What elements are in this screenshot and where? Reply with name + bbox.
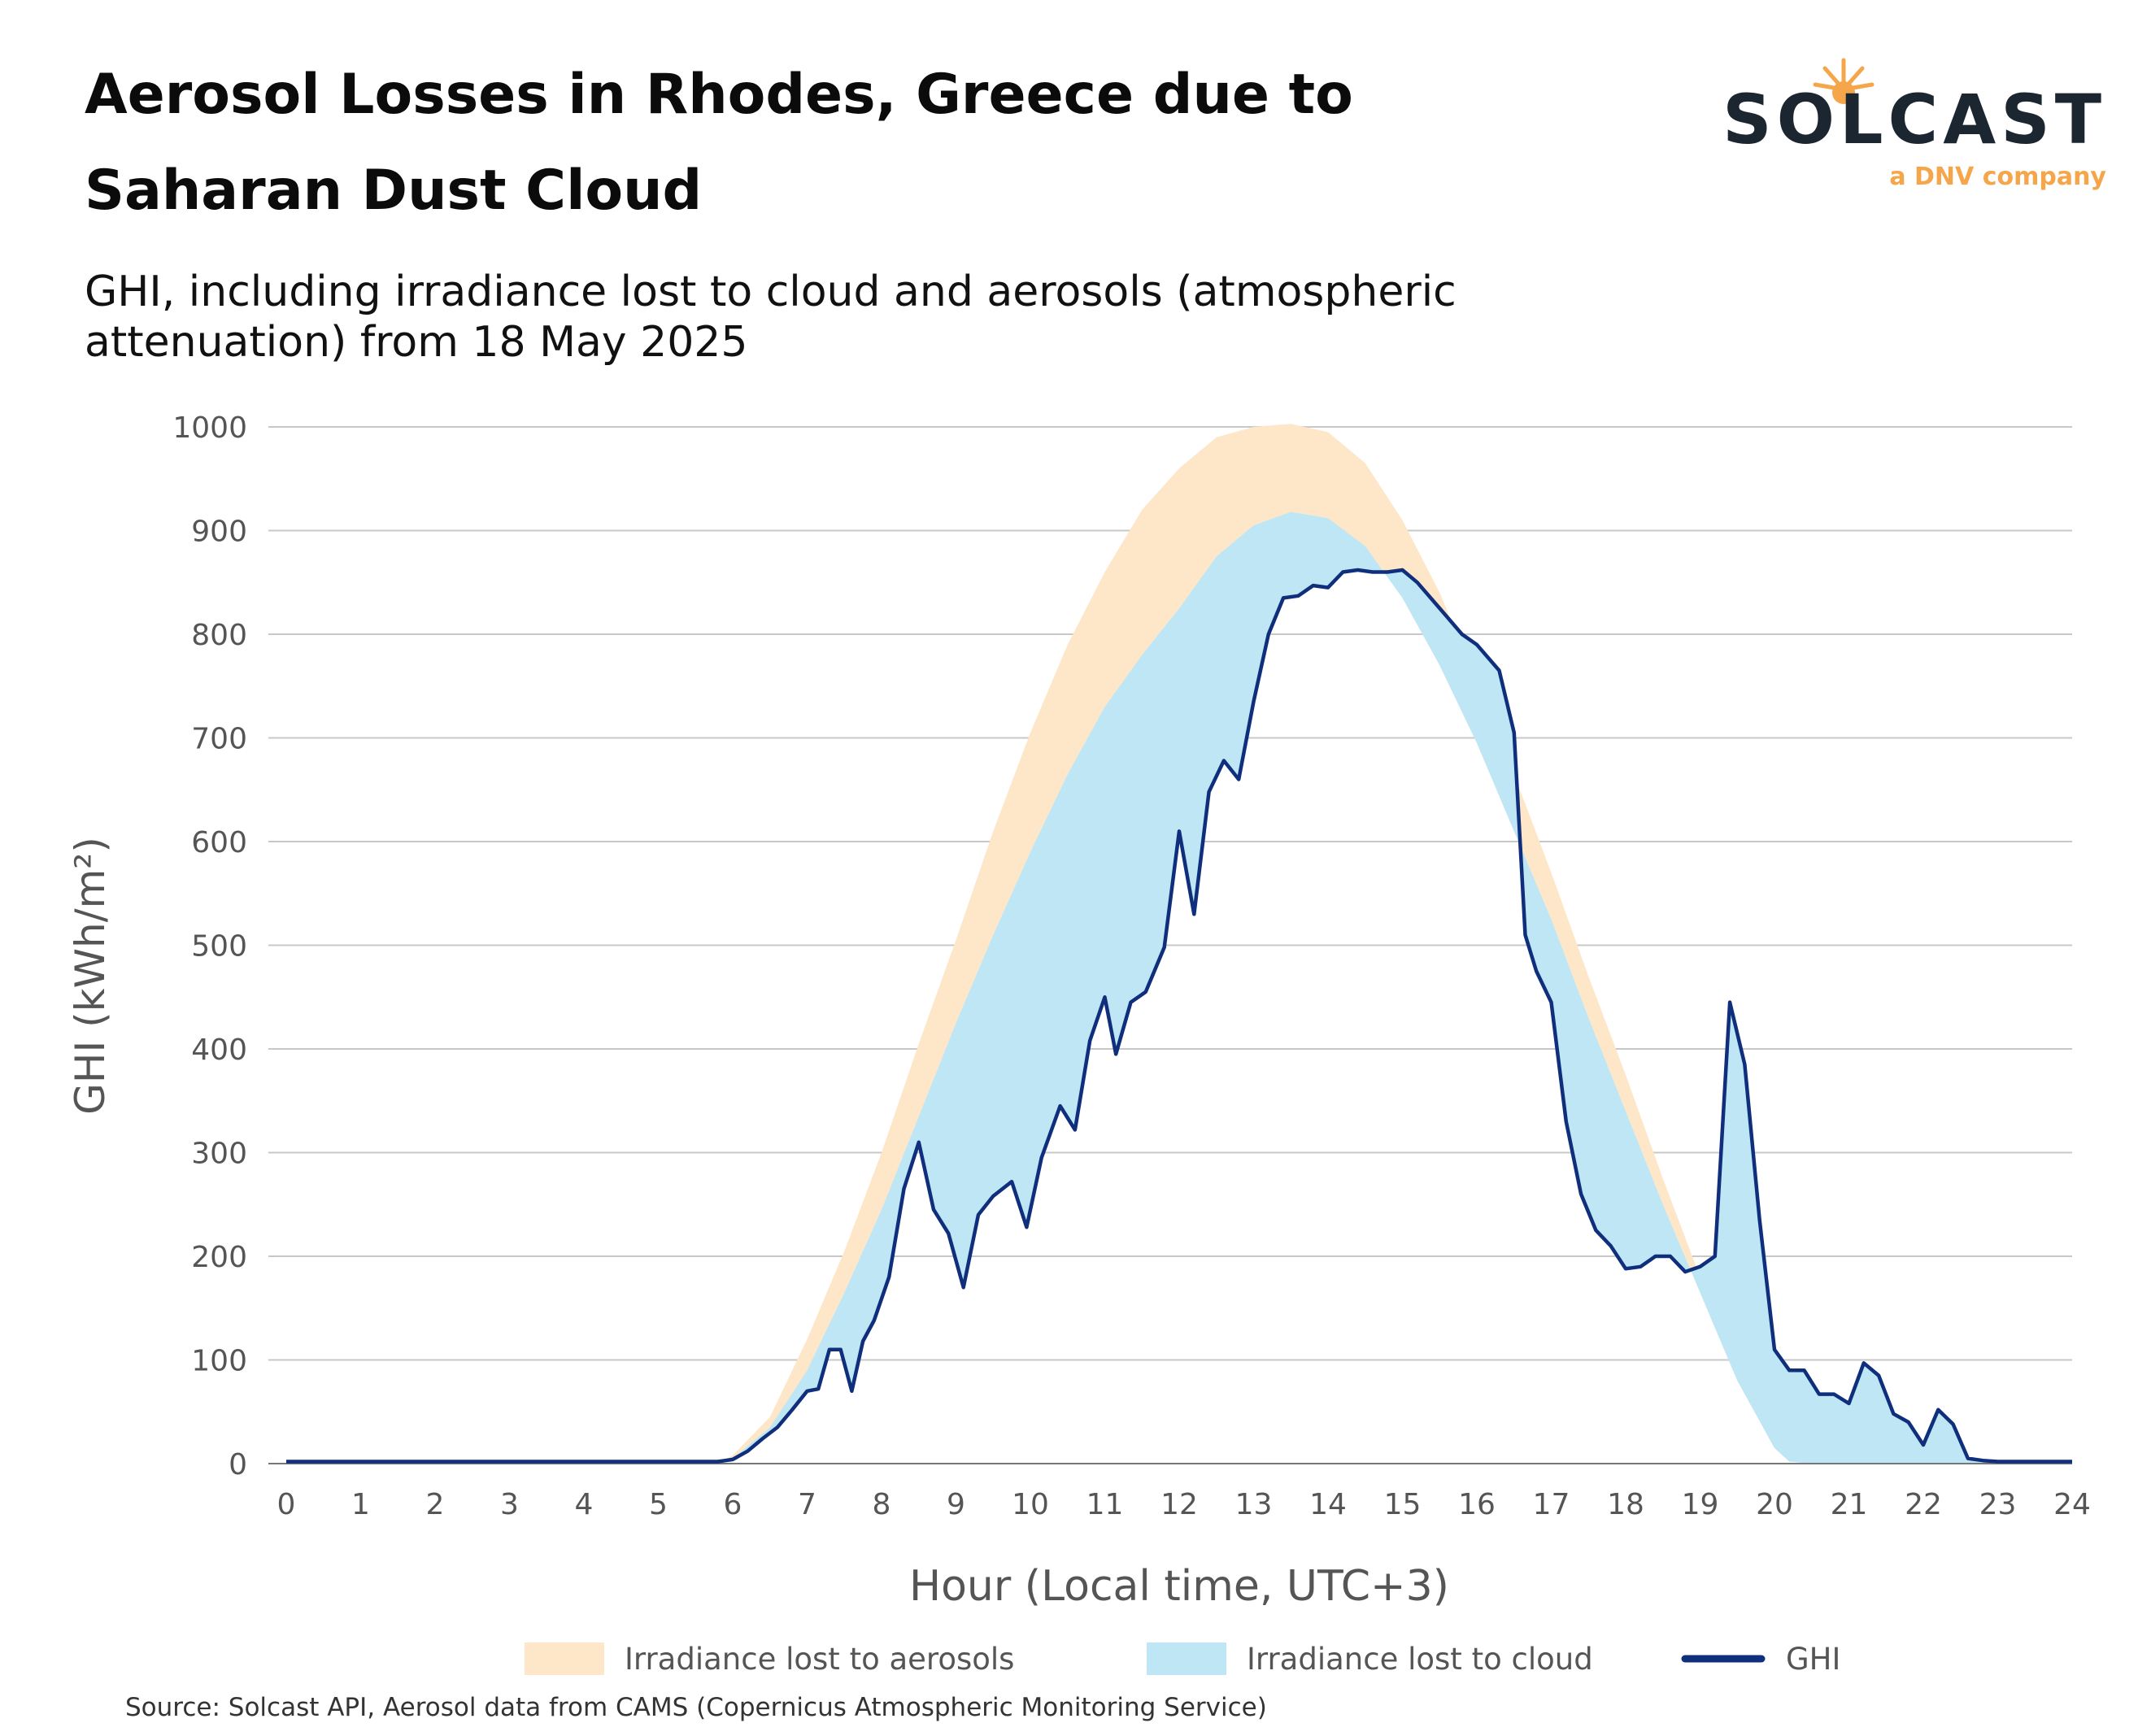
x-tick-2: 2 bbox=[426, 1488, 445, 1521]
x-tick-3: 3 bbox=[500, 1488, 519, 1521]
x-tick-19: 19 bbox=[1682, 1488, 1719, 1521]
legend-swatch-cloud bbox=[1147, 1642, 1226, 1675]
x-tick-15: 15 bbox=[1384, 1488, 1422, 1521]
y-tick-500: 500 bbox=[191, 930, 247, 964]
y-tick-labels: 0 100 200 300 400 500 600 700 800 900 1000 bbox=[172, 411, 247, 1481]
x-tick-20: 20 bbox=[1756, 1488, 1793, 1521]
y-tick-400: 400 bbox=[191, 1033, 247, 1067]
x-tick-10: 10 bbox=[1012, 1488, 1049, 1521]
y-tick-600: 600 bbox=[191, 826, 247, 859]
solcast-logo: SOLCAST a DNV company bbox=[1716, 57, 2106, 203]
legend: Irradiance lost to aerosols Irradiance l… bbox=[525, 1642, 1840, 1677]
chart-title: Aerosol Losses in Rhodes, Greece due to … bbox=[85, 63, 1353, 223]
x-tick-22: 22 bbox=[1905, 1488, 1942, 1521]
x-tick-0: 0 bbox=[277, 1488, 296, 1521]
y-tick-0: 0 bbox=[229, 1448, 247, 1481]
legend-label-cloud: Irradiance lost to cloud bbox=[1247, 1642, 1593, 1677]
legend-label-aerosol: Irradiance lost to aerosols bbox=[625, 1642, 1014, 1677]
x-tick-13: 13 bbox=[1235, 1488, 1273, 1521]
x-tick-8: 8 bbox=[873, 1488, 891, 1521]
x-tick-7: 7 bbox=[798, 1488, 816, 1521]
x-tick-labels: 0 1 2 3 4 5 6 7 8 9 10 11 12 13 14 15 16 17 18 19 20 21 22 23 24 bbox=[277, 1488, 2091, 1521]
ghi-line bbox=[286, 568, 2072, 1464]
x-tick-23: 23 bbox=[1979, 1488, 2017, 1521]
x-tick-21: 21 bbox=[1831, 1488, 1868, 1521]
y-tick-200: 200 bbox=[191, 1241, 247, 1274]
y-axis-label: GHI (kWh/m²) bbox=[67, 837, 114, 1115]
x-tick-5: 5 bbox=[649, 1488, 668, 1521]
x-tick-24: 24 bbox=[2053, 1488, 2091, 1521]
y-tick-300: 300 bbox=[191, 1138, 247, 1171]
sun-icon bbox=[1813, 58, 1875, 104]
y-tick-800: 800 bbox=[191, 619, 247, 652]
x-tick-17: 17 bbox=[1533, 1488, 1570, 1521]
legend-label-ghi: GHI bbox=[1786, 1642, 1840, 1677]
y-tick-700: 700 bbox=[191, 723, 247, 756]
y-tick-1000: 1000 bbox=[172, 411, 247, 445]
band-cloud-loss bbox=[286, 511, 2072, 1464]
band-aerosol-loss bbox=[286, 424, 2072, 1464]
logo-tagline: a DNV company bbox=[1889, 163, 2106, 191]
x-tick-14: 14 bbox=[1309, 1488, 1347, 1521]
chart-subtitle: GHI, including irradiance lost to cloud … bbox=[85, 268, 1457, 367]
y-tick-900: 900 bbox=[191, 516, 247, 549]
x-tick-16: 16 bbox=[1458, 1488, 1496, 1521]
x-tick-12: 12 bbox=[1160, 1488, 1198, 1521]
x-tick-4: 4 bbox=[575, 1488, 594, 1521]
legend-swatch-aerosol bbox=[525, 1642, 604, 1675]
x-tick-18: 18 bbox=[1607, 1488, 1644, 1521]
x-tick-1: 1 bbox=[351, 1488, 370, 1521]
x-axis-label: Hour (Local time, UTC+3) bbox=[909, 1562, 1449, 1611]
x-tick-6: 6 bbox=[724, 1488, 742, 1521]
logo-wordmark: SOLCAST bbox=[1722, 80, 2106, 159]
source-note: Source: Solcast API, Aerosol data from C… bbox=[125, 1693, 1267, 1722]
x-tick-9: 9 bbox=[947, 1488, 965, 1521]
x-tick-11: 11 bbox=[1086, 1488, 1124, 1521]
y-tick-100: 100 bbox=[191, 1345, 247, 1378]
